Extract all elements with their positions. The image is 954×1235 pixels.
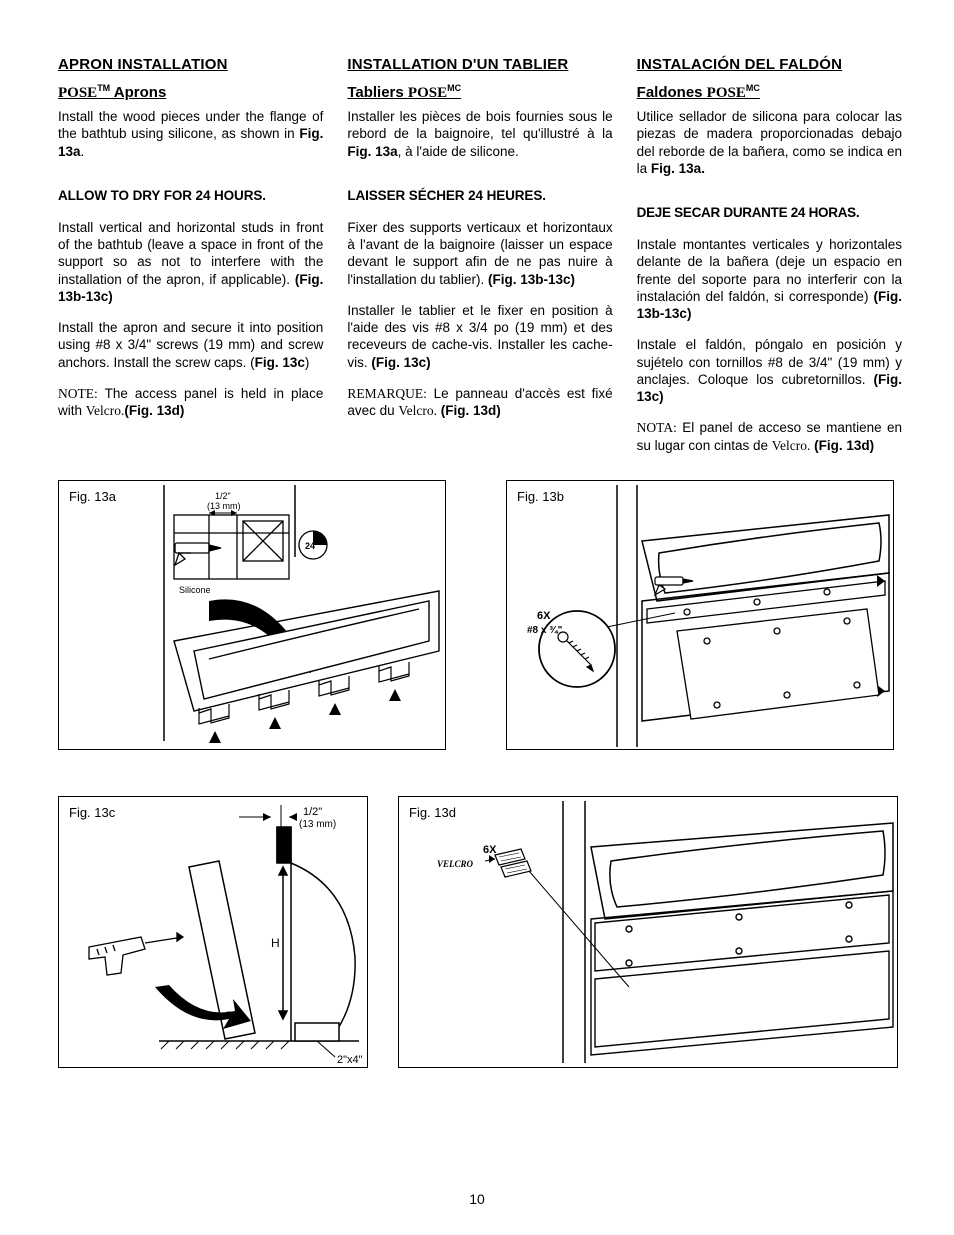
- para-es-1: Utilice sellador de silicona para coloca…: [637, 108, 902, 177]
- dim-label: 1/2": [215, 491, 231, 501]
- h-label: H: [271, 936, 280, 950]
- velcro-label: Velcro.: [772, 438, 811, 453]
- para-fr-1: Installer les pièces de bois fournies so…: [347, 108, 612, 160]
- note-label: NOTE:: [58, 386, 98, 401]
- caulking-gun-icon: [175, 543, 221, 565]
- note-label: REMARQUE:: [347, 386, 427, 401]
- dry-note-en: ALLOW TO DRY FOR 24 HOURS.: [58, 188, 323, 203]
- callout-qty: 6X: [537, 610, 551, 622]
- callout-size: #8 x ¾": [527, 625, 563, 636]
- column-french: INSTALLATION D'UN TABLIER Tabliers POSEM…: [347, 56, 612, 468]
- para-fr-3: Installer le tablier et le fixer en posi…: [347, 302, 612, 371]
- trademark-sup-en: TM: [97, 83, 110, 93]
- fig-ref: (Fig. 13d): [124, 403, 184, 418]
- para-en-3: Install the apron and secure it into pos…: [58, 319, 323, 371]
- velcro-label: Velcro.: [86, 403, 125, 418]
- figure-13c-svg: 1/2" (13 mm): [59, 797, 369, 1069]
- text: Instale el faldón, póngalo en posición y…: [637, 337, 902, 387]
- fig-ref: Fig. 13c: [255, 355, 305, 370]
- figures-row-bottom: Fig. 13c 1/2" (13 mm): [58, 796, 902, 1068]
- badge-24h: 24 hrs: [299, 531, 327, 559]
- figure-label-13a: Fig. 13a: [69, 489, 116, 504]
- text: Install the wood pieces under the flange…: [58, 109, 323, 141]
- text: Instale montantes verticales y horizonta…: [637, 237, 902, 304]
- fig-ref: Fig. 13a: [347, 144, 397, 159]
- silicone-label: Silicone: [179, 585, 211, 595]
- section-title-es: INSTALACIÓN DEL FALDÓN: [637, 56, 902, 73]
- column-spanish: INSTALACIÓN DEL FALDÓN Faldones POSEMC U…: [637, 56, 902, 468]
- figure-13a: Fig. 13a 1/2" (13 mm): [58, 480, 446, 750]
- para-es-2: Instale montantes verticales y horizonta…: [637, 236, 902, 322]
- figure-13a-svg: 1/2" (13 mm) 24 h: [59, 481, 447, 751]
- figure-13d: Fig. 13d 6X: [398, 796, 898, 1068]
- text: ): [305, 355, 310, 370]
- brand-en: POSE: [58, 85, 97, 101]
- text-columns: APRON INSTALLATION POSETM Aprons Install…: [58, 56, 902, 468]
- trademark-sup-fr: MC: [447, 83, 461, 93]
- figure-label-13d: Fig. 13d: [409, 805, 456, 820]
- figure-label-13c: Fig. 13c: [69, 805, 115, 820]
- callout-qty: 6X: [483, 844, 497, 856]
- para-en-2: Install vertical and horizontal studs in…: [58, 219, 323, 305]
- page-number: 10: [0, 1191, 954, 1207]
- subtitle-es: Faldones POSEMC: [637, 83, 902, 102]
- figure-13d-svg: 6X VELCRO: [399, 797, 899, 1069]
- text: Installer les pièces de bois fournies so…: [347, 109, 612, 141]
- para-en-4: NOTE: The access panel is held in place …: [58, 385, 323, 420]
- trademark-sup-es: MC: [746, 83, 760, 93]
- figures-row-top: Fig. 13a 1/2" (13 mm): [58, 480, 902, 750]
- section-title-fr: INSTALLATION D'UN TABLIER: [347, 56, 612, 73]
- figure-label-13b: Fig. 13b: [517, 489, 564, 504]
- figure-13b-svg: 6X #8 x ¾": [507, 481, 895, 751]
- para-fr-2: Fixer des supports verticaux et horizont…: [347, 219, 612, 288]
- column-english: APRON INSTALLATION POSETM Aprons Install…: [58, 56, 323, 468]
- subtitle-pre-es: Faldones: [637, 84, 707, 101]
- fig-ref: (Fig. 13b-13c): [488, 272, 575, 287]
- dim-label-mm: (13 mm): [207, 501, 241, 511]
- dim-label: 1/2": [303, 806, 322, 818]
- text: .: [81, 144, 85, 159]
- fig-ref: (Fig. 13c): [371, 355, 430, 370]
- fig-ref: (Fig. 13d): [437, 403, 501, 418]
- text: , à l'aide de silicone.: [398, 144, 519, 159]
- subtitle-en: POSETM Aprons: [58, 83, 323, 102]
- para-es-4: NOTA: El panel de acceso se mantiene en …: [637, 419, 902, 454]
- callout-label: VELCRO: [437, 859, 474, 869]
- brand-fr: POSE: [408, 85, 447, 101]
- figure-13c: Fig. 13c 1/2" (13 mm): [58, 796, 368, 1068]
- text: Install vertical and horizontal studs in…: [58, 220, 323, 287]
- section-title-en: APRON INSTALLATION: [58, 56, 323, 73]
- lumber-label: 2"x4": [337, 1054, 363, 1066]
- brand-es: POSE: [707, 85, 746, 101]
- badge-text: 24: [305, 541, 315, 551]
- note-label: NOTA:: [637, 420, 677, 435]
- figure-13b: Fig. 13b: [506, 480, 894, 750]
- para-en-1: Install the wood pieces under the flange…: [58, 108, 323, 160]
- subtitle-pre-fr: Tabliers: [347, 84, 408, 101]
- dry-note-fr: LAISSER SÉCHER 24 HEURES.: [347, 188, 612, 203]
- para-fr-4: REMARQUE: Le panneau d'accès est fixé av…: [347, 385, 612, 420]
- velcro-label: Velcro.: [398, 403, 437, 418]
- drill-icon: [89, 933, 183, 975]
- badge-subtext: hrs: [315, 550, 322, 556]
- dim-label-mm: (13 mm): [299, 819, 336, 830]
- subtitle-post-en: Aprons: [110, 84, 166, 101]
- fig-ref: (Fig. 13d): [814, 438, 874, 453]
- dry-note-es: DEJE SECAR DURANTE 24 HORAS.: [637, 205, 902, 220]
- fig-ref: Fig. 13a.: [651, 161, 705, 176]
- para-es-3: Instale el faldón, póngalo en posición y…: [637, 336, 902, 405]
- subtitle-fr: Tabliers POSEMC: [347, 83, 612, 102]
